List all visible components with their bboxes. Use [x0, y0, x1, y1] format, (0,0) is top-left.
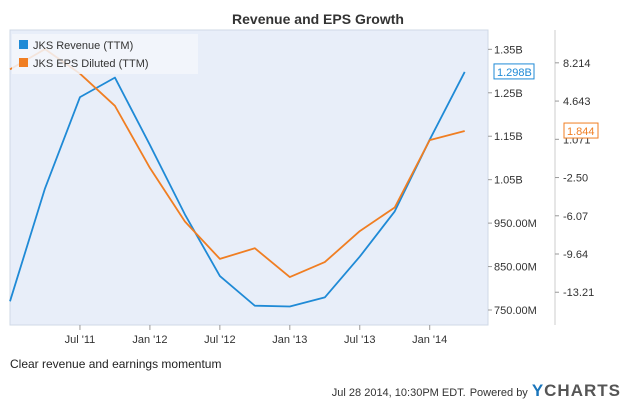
eps-tick-label: -9.64	[563, 249, 588, 261]
plot-area	[9, 29, 489, 326]
eps-tick-label: 4.643	[563, 96, 591, 108]
x-tick-label: Jul '11	[65, 334, 96, 346]
revenue-tick-label: 1.15B	[494, 131, 523, 143]
revenue-eps-chart: Revenue and EPS Growth Jul '11 Jan '12 Jul…	[9, 11, 599, 346]
legend-item-revenue[interactable]: JKS Revenue (TTM)	[19, 40, 133, 52]
footer-powered-by: Powered by	[469, 387, 528, 399]
eps-end-label-box	[563, 122, 599, 139]
revenue-tick-label: 950.00M	[494, 218, 537, 230]
eps-tick-label: -2.50	[563, 173, 588, 185]
revenue-end-label-box	[493, 63, 535, 80]
legend-label-eps: JKS EPS Diluted (TTM)	[33, 58, 149, 70]
ycharts-logo[interactable]: YCHARTS	[532, 381, 621, 401]
chart-caption: Clear revenue and earnings momentum	[10, 357, 222, 371]
eps-tick-label: -6.07	[563, 211, 588, 223]
revenue-tick-label: 750.00M	[494, 305, 537, 317]
end-labels: 1.298B 1.844	[493, 63, 599, 139]
legend-background	[12, 34, 198, 74]
x-tick-label: Jan '14	[412, 334, 447, 346]
legend-label-revenue: JKS Revenue (TTM)	[33, 40, 133, 52]
legend-swatch-revenue	[19, 40, 28, 49]
eps-tick-label: 8.214	[563, 58, 591, 70]
eps-end-label: 1.844	[567, 126, 595, 138]
revenue-tick-label: 850.00M	[494, 262, 537, 274]
footer-timestamp: Jul 28 2014, 10:30PM EDT.	[331, 387, 466, 399]
chart-title: Revenue and EPS Growth	[232, 11, 404, 27]
revenue-end-label: 1.298B	[497, 67, 532, 79]
revenue-tick-label: 1.05B	[494, 175, 523, 187]
revenue-axis: 1.35B 1.25B 1.15B 1.05B 950.00M 850.00M 750.00…	[488, 44, 537, 317]
x-tick-label: Jul '13	[344, 334, 375, 346]
x-tick-label: Jan '13	[272, 334, 307, 346]
eps-tick-label: -13.21	[563, 287, 594, 299]
footer: Jul 28 2014, 10:30PM EDT. Powered by YCH…	[332, 381, 621, 401]
revenue-tick-label: 1.25B	[494, 88, 523, 100]
x-axis: Jul '11 Jan '12 Jul '12 Jan '13 Jul '13 Jan '…	[65, 325, 447, 346]
revenue-tick-label: 1.35B	[494, 44, 523, 56]
series-layer	[9, 48, 466, 308]
legend[interactable]: JKS Revenue (TTM) JKS EPS Diluted (TTM)	[12, 34, 198, 74]
ycharts-logo-accent: Y	[531, 381, 545, 400]
series-line-eps[interactable]	[9, 48, 465, 279]
series-line-revenue[interactable]	[9, 71, 466, 308]
x-tick-label: Jan '12	[132, 334, 167, 346]
legend-swatch-eps	[19, 58, 28, 67]
x-tick-label: Jul '12	[204, 334, 235, 346]
ycharts-logo-text: CHARTS	[544, 381, 621, 400]
legend-item-eps[interactable]: JKS EPS Diluted (TTM)	[19, 58, 149, 70]
